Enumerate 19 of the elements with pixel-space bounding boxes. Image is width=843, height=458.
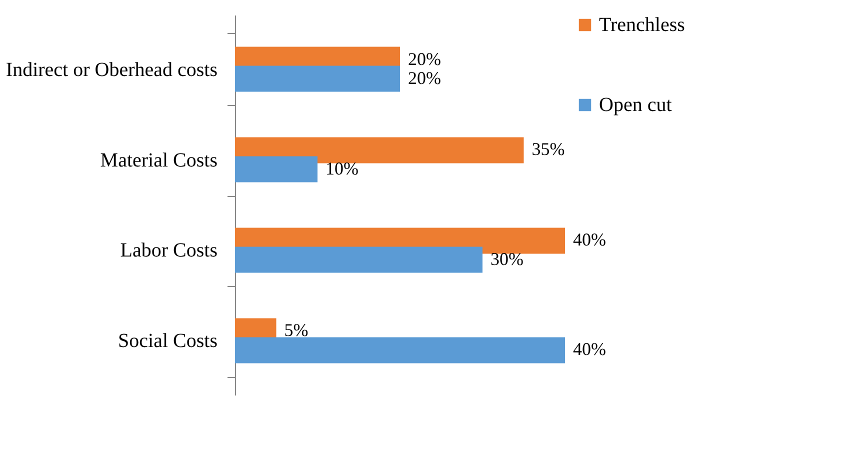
data-label: 40% xyxy=(573,230,606,250)
data-label: 20% xyxy=(408,68,441,88)
y-tick-label: Indirect or Oberhead costs xyxy=(6,58,218,81)
legend-label: Trenchless xyxy=(599,14,686,36)
bar xyxy=(235,137,524,164)
data-label: 20% xyxy=(408,48,441,69)
y-tick-label: Social Costs xyxy=(118,330,218,352)
bar xyxy=(235,156,318,182)
legend-label: Open cut xyxy=(599,94,672,116)
data-label: 5% xyxy=(284,320,308,340)
data-label: 10% xyxy=(326,158,358,178)
y-tick-label: Labor Costs xyxy=(120,240,218,262)
bar xyxy=(235,246,482,273)
bar xyxy=(235,66,400,92)
data-label: 35% xyxy=(532,139,565,160)
bar xyxy=(235,337,565,364)
y-tick-label: Material Costs xyxy=(100,149,218,172)
data-label: 30% xyxy=(490,248,524,269)
data-label: 40% xyxy=(573,339,606,360)
